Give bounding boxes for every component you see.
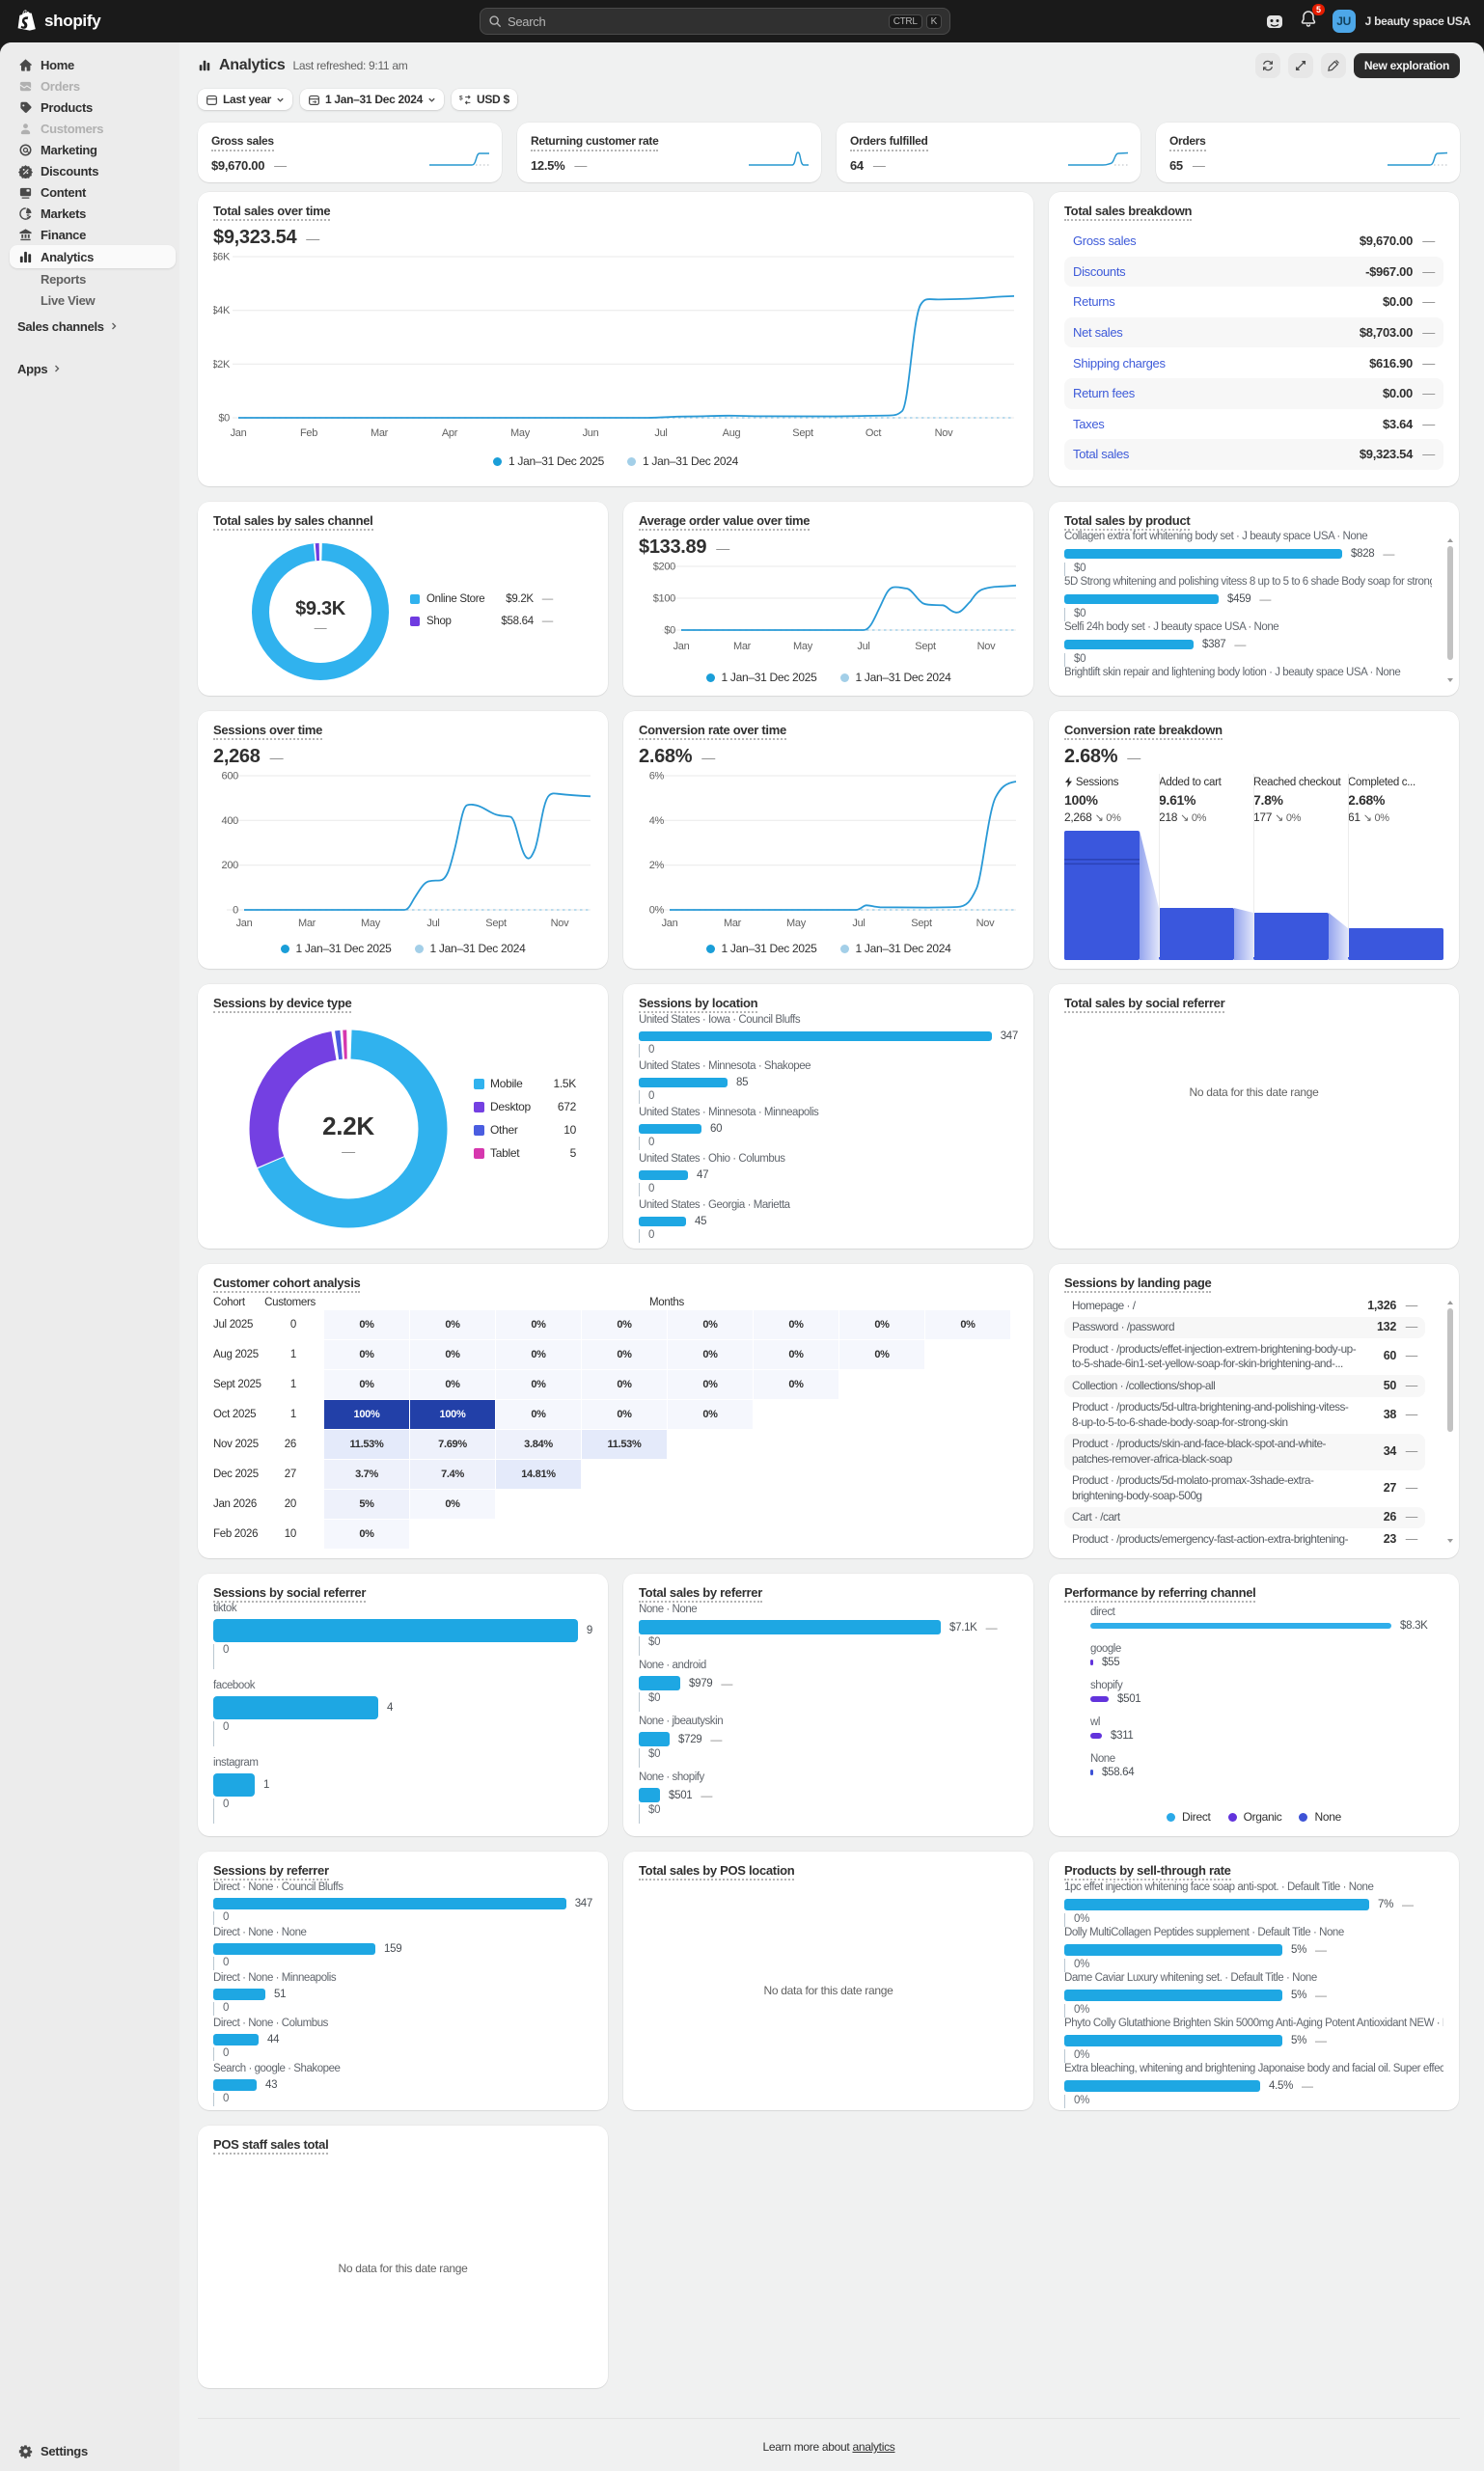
svg-text:2.2K: 2.2K (322, 1112, 374, 1140)
svg-text:Jul: Jul (852, 918, 865, 929)
svg-text:$100: $100 (653, 593, 675, 605)
svg-text:Aug: Aug (723, 427, 741, 439)
svg-text:Mar: Mar (371, 427, 389, 439)
svg-text:$0: $0 (218, 413, 230, 425)
svg-text:Jan: Jan (673, 641, 690, 652)
svg-text:Jan: Jan (231, 427, 247, 439)
svg-text:Jul: Jul (654, 427, 667, 439)
svg-text:Nov: Nov (977, 641, 996, 652)
svg-text:Nov: Nov (935, 427, 953, 439)
svg-text:Jul: Jul (426, 918, 439, 929)
svg-text:May: May (793, 641, 813, 652)
svg-text:Jun: Jun (583, 427, 599, 439)
svg-text:Sept: Sept (915, 641, 936, 652)
svg-text:Nov: Nov (976, 918, 995, 929)
svg-text:—: — (315, 620, 327, 635)
svg-text:Nov: Nov (551, 918, 569, 929)
svg-text:May: May (786, 918, 807, 929)
svg-text:May: May (510, 427, 531, 439)
svg-text:0: 0 (233, 905, 238, 917)
svg-text:Sept: Sept (911, 918, 932, 929)
svg-text:Jan: Jan (236, 918, 253, 929)
svg-text:Mar: Mar (298, 918, 316, 929)
svg-text:Mar: Mar (733, 641, 752, 652)
svg-text:Feb: Feb (300, 427, 317, 439)
svg-text:May: May (361, 918, 381, 929)
svg-text:Mar: Mar (724, 918, 742, 929)
svg-text:$2K: $2K (213, 359, 231, 371)
svg-text:600: 600 (222, 771, 239, 782)
svg-text:0%: 0% (649, 905, 665, 917)
svg-text:400: 400 (222, 815, 239, 827)
svg-text:2%: 2% (649, 860, 665, 871)
svg-text:$200: $200 (653, 562, 675, 573)
svg-text:Sept: Sept (792, 427, 813, 439)
svg-text:$4K: $4K (213, 305, 231, 316)
svg-text:Apr: Apr (442, 427, 458, 439)
svg-text:$: $ (459, 95, 463, 101)
svg-text:$0: $0 (664, 625, 675, 637)
svg-text:6%: 6% (649, 771, 665, 782)
svg-text:4%: 4% (649, 815, 665, 827)
svg-text:Jan: Jan (662, 918, 678, 929)
svg-text:Oct: Oct (866, 427, 881, 439)
svg-text:$6K: $6K (213, 252, 231, 263)
svg-text:$9.3K: $9.3K (295, 598, 346, 619)
svg-text:—: — (342, 1143, 355, 1159)
svg-text:Sept: Sept (485, 918, 507, 929)
svg-text:$: $ (26, 213, 30, 220)
svg-text:200: 200 (222, 860, 239, 871)
svg-text:Jul: Jul (857, 641, 869, 652)
